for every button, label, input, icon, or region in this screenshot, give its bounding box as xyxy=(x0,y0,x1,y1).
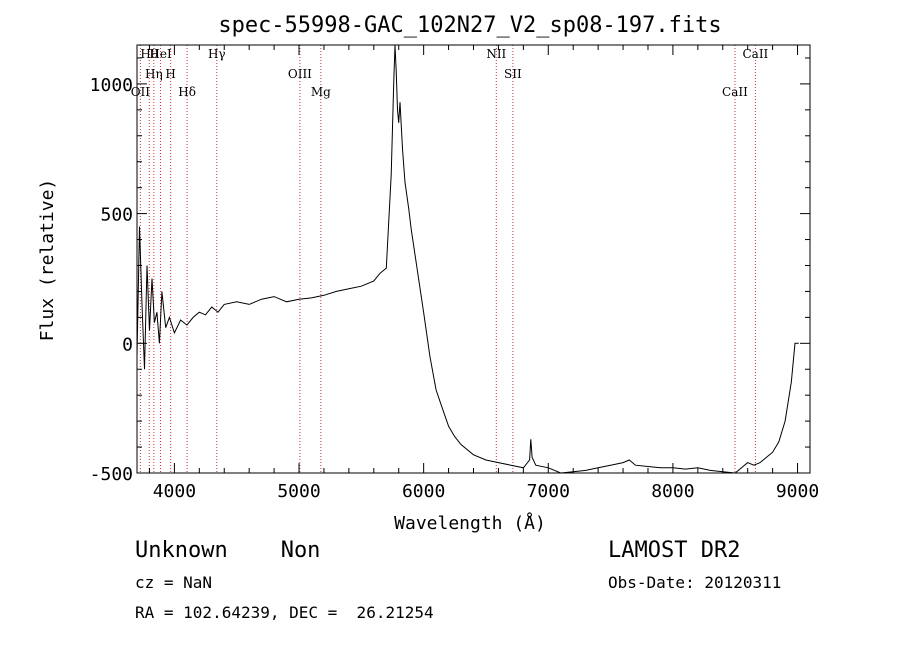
emission-line-label: Mg xyxy=(311,85,331,99)
emission-line-label: OII xyxy=(131,85,151,99)
y-axis: -500 0 500 1000 xyxy=(90,57,810,485)
y-tick-label: 500 xyxy=(100,205,133,226)
y-tick-label: 1000 xyxy=(90,75,133,96)
x-axis-label: Wavelength (Å) xyxy=(394,512,546,534)
emission-line-label: H xyxy=(165,67,175,81)
survey-name: LAMOST DR2 xyxy=(608,538,741,563)
x-tick-label: 5000 xyxy=(277,481,320,502)
emission-line-label: SII xyxy=(504,67,522,81)
emission-line-label: Hη xyxy=(145,67,163,81)
y-tick-label: -500 xyxy=(90,464,133,485)
object-type: Unknown Non xyxy=(135,538,321,563)
x-tick-label: 9000 xyxy=(776,481,819,502)
emission-line-label: Hγ xyxy=(208,47,226,61)
y-axis-label: Flux (relative) xyxy=(37,179,58,342)
x-axis: 4000 5000 6000 7000 8000 9000 xyxy=(148,45,819,502)
plot-frame xyxy=(136,44,811,474)
emission-line-label: OIII xyxy=(288,67,312,81)
emission-line-label: NII xyxy=(486,47,506,61)
y-tick-label: 0 xyxy=(122,334,133,355)
x-tick-label: 4000 xyxy=(153,481,196,502)
redshift-cz: cz = NaN xyxy=(135,573,213,592)
observation-date: Obs-Date: 20120311 xyxy=(608,573,782,592)
chart-title: spec-55998-GAC_102N27_V2_sp08-197.fits xyxy=(218,13,721,38)
x-tick-label: 7000 xyxy=(527,481,570,502)
emission-line-label: HeI xyxy=(149,47,172,61)
emission-line-label: CaII xyxy=(722,85,748,99)
x-tick-label: 8000 xyxy=(651,481,694,502)
emission-line-label: Hδ xyxy=(178,85,196,99)
sky-coordinates: RA = 102.64239, DEC = 26.21254 xyxy=(135,603,434,622)
x-tick-label: 6000 xyxy=(402,481,445,502)
spectrum-series-line xyxy=(136,44,799,474)
emission-line-label: CaII xyxy=(742,47,768,61)
